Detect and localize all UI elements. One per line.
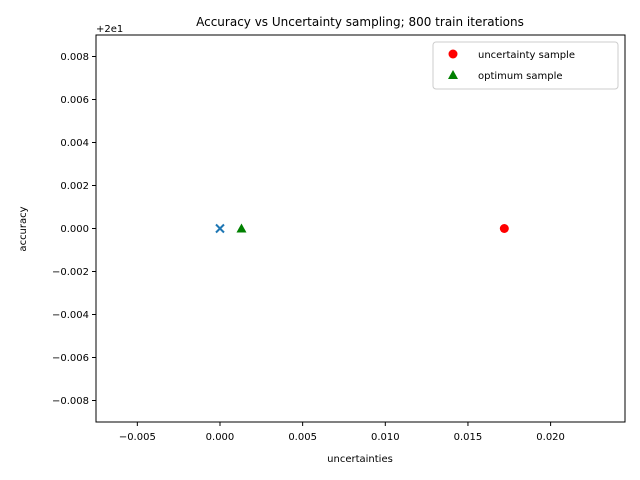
- y-tick-label: 0.008: [60, 52, 89, 63]
- legend-box: [432, 41, 619, 90]
- data-markers: [215, 223, 509, 234]
- legend-marker-circle: [448, 49, 458, 59]
- x-tick-label: 0.000: [206, 432, 235, 443]
- y-tick-label: −0.002: [52, 267, 89, 278]
- y-tick-label: 0.006: [60, 95, 89, 106]
- y-tick-label: 0.004: [60, 138, 89, 149]
- data-point-circle: [499, 224, 509, 233]
- data-point-triangle: [236, 223, 247, 233]
- y-tick-label: 0.000: [60, 224, 89, 235]
- y-offset-label: +2e1: [96, 24, 123, 35]
- x-axis-label: uncertainties: [327, 454, 393, 465]
- data-point-x: [215, 223, 225, 234]
- y-tick-label: 0.002: [60, 181, 89, 192]
- x-tick-label: 0.005: [288, 432, 317, 443]
- y-tick-label: −0.006: [52, 353, 89, 364]
- x-tick-label: −0.005: [119, 432, 156, 443]
- y-axis-ticks: −0.008 −0.006 −0.004 −0.002 0.000 0.002 0.004 0…: [52, 52, 96, 407]
- x-tick-label: 0.020: [536, 432, 565, 443]
- y-tick-label: −0.004: [52, 310, 89, 321]
- y-axis-label: accuracy: [18, 206, 29, 251]
- chart-title: Accuracy vs Uncertainty sampling; 800 tr…: [196, 15, 524, 29]
- x-tick-label: 0.015: [454, 432, 483, 443]
- legend-entry-label: uncertainty sample: [478, 50, 575, 61]
- legend: uncertainty sample optimum sample: [432, 41, 619, 90]
- x-axis-ticks: −0.005 0.000 0.005 0.010 0.015 0.020: [119, 422, 565, 443]
- legend-entry-label: optimum sample: [478, 71, 563, 82]
- legend-marker-triangle: [448, 70, 458, 79]
- y-tick-label: −0.008: [52, 396, 89, 407]
- plot-frame: [95, 34, 626, 423]
- x-tick-label: 0.010: [371, 432, 400, 443]
